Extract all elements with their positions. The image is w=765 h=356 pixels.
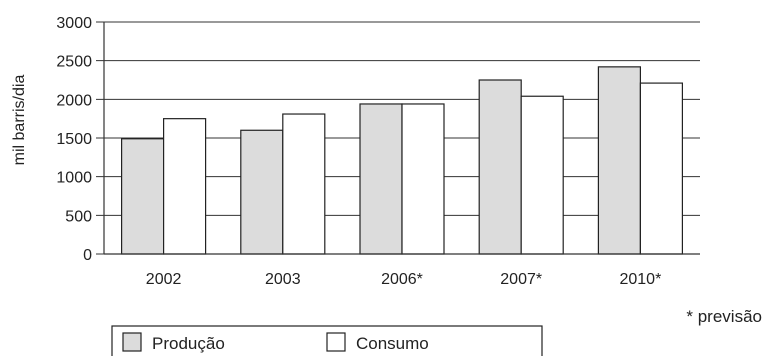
y-axis: 0 500 1000 1500 2000 2500 3000: [56, 15, 105, 264]
x-tick-label: 2006*: [381, 271, 423, 288]
x-tick-label: 2003: [265, 271, 301, 288]
x-tick-label: 2007*: [500, 271, 542, 288]
bar-producao-2006: [359, 103, 403, 255]
bar-consumo-2002: [163, 118, 207, 255]
y-tick-label: 1500: [56, 131, 92, 148]
legend-label-consumo: Consumo: [356, 334, 429, 353]
y-tick-label: 0: [83, 247, 92, 264]
bar-producao-2010: [597, 66, 642, 255]
y-tick-label: 1000: [56, 170, 92, 187]
x-axis: 2002 2003 2006* 2007* 2010*: [104, 253, 700, 288]
bar-consumo-2003: [282, 113, 326, 255]
bar-consumo-2010: [639, 82, 684, 255]
bars: [120, 66, 684, 255]
forecast-note: * previsão: [686, 307, 762, 326]
legend: Produção Consumo: [111, 325, 543, 356]
bar-producao-2003: [240, 129, 284, 255]
y-axis-label: mil barris/dia: [11, 75, 28, 166]
y-tick-label: 3000: [56, 15, 92, 32]
bar-producao-2002: [120, 138, 165, 255]
bar-consumo-2007: [520, 95, 564, 255]
bar-producao-2007: [478, 79, 522, 255]
legend-swatch-consumo: [326, 332, 346, 352]
x-tick-label: 2002: [146, 271, 182, 288]
bar-consumo-2006: [401, 103, 445, 255]
y-tick-label: 500: [65, 208, 92, 225]
y-tick-label: 2500: [56, 54, 92, 71]
y-tick-label: 2000: [56, 92, 92, 109]
legend-label-producao: Produção: [152, 334, 225, 353]
x-tick-label: 2010*: [619, 271, 661, 288]
legend-swatch-producao: [122, 332, 142, 352]
